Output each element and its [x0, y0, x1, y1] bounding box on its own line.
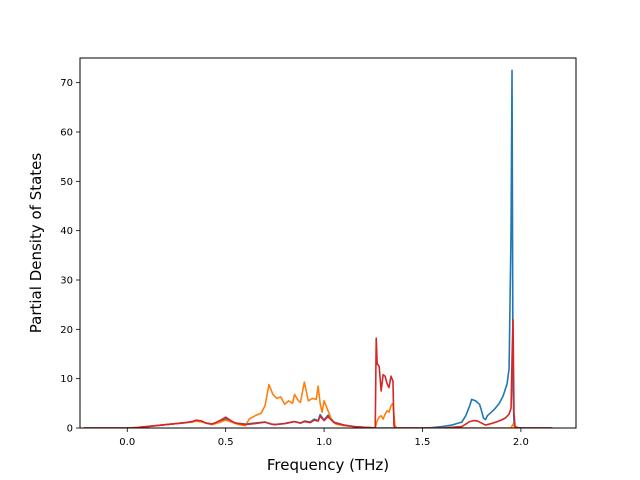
x-axis-label: Frequency (THz) [267, 456, 389, 474]
x-tick-label: 2.0 [513, 437, 529, 448]
y-tick-label: 70 [60, 78, 73, 89]
y-tick-label: 50 [60, 177, 73, 188]
y-axis-label: Partial Density of States [27, 153, 45, 334]
y-tick-label: 30 [60, 276, 73, 287]
x-tick-label: 1.0 [316, 437, 332, 448]
x-axis: 0.0 0.5 1.0 1.5 2.0 [119, 428, 529, 448]
x-tick-label: 0.5 [218, 437, 234, 448]
y-tick-label: 0 [67, 424, 73, 435]
plot-frame [79, 57, 577, 429]
y-tick-label: 40 [60, 226, 73, 237]
y-tick-label: 60 [60, 128, 73, 139]
y-tick-label: 10 [60, 374, 73, 385]
x-tick-label: 0.0 [119, 437, 135, 448]
y-tick-label: 20 [60, 325, 73, 336]
x-tick-label: 1.5 [415, 437, 431, 448]
y-axis: 0 10 20 30 40 50 60 70 [60, 78, 80, 435]
